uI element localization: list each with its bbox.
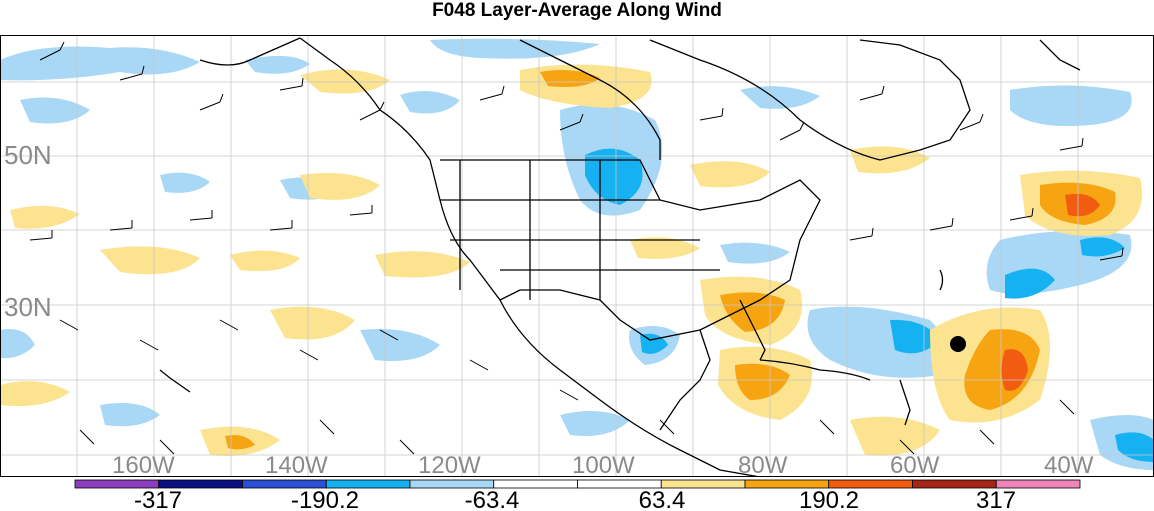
lon-label-100w: 100W xyxy=(572,452,635,479)
colorbar-segment xyxy=(995,479,1081,489)
colorbar-label-1: -317 xyxy=(134,487,182,511)
map-title: F048 Layer-Average Along Wind xyxy=(432,0,722,21)
lon-label-160w: 160W xyxy=(112,452,175,479)
lon-label-40w: 40W xyxy=(1044,452,1094,479)
wind-barbs xyxy=(29,41,1124,455)
colorbar-label-5: 190.2 xyxy=(799,487,859,511)
lon-label-140w: 140W xyxy=(265,452,328,479)
marker-dot xyxy=(950,336,966,352)
coastline-and-borders xyxy=(159,37,1081,477)
lon-label-60w: 60W xyxy=(890,452,940,479)
colorbar-label-2: -190.2 xyxy=(291,487,359,511)
grid-lines xyxy=(0,35,1154,477)
lat-label-50n: 50N xyxy=(4,140,52,170)
colorbar-label-6: 317 xyxy=(976,487,1016,511)
colorbar-label-4: 63.4 xyxy=(639,487,686,511)
positive-anomaly-fill xyxy=(0,64,1142,456)
lon-label-120w: 120W xyxy=(418,452,481,479)
colorbar-label-3: -63.4 xyxy=(465,487,520,511)
lon-label-80w: 80W xyxy=(738,452,788,479)
colorbar xyxy=(74,479,1081,489)
lat-label-30n: 30N xyxy=(4,292,52,322)
map-panel: 50N 30N 160W 140W 120W 100W 80W 60W 40W xyxy=(0,35,1154,479)
